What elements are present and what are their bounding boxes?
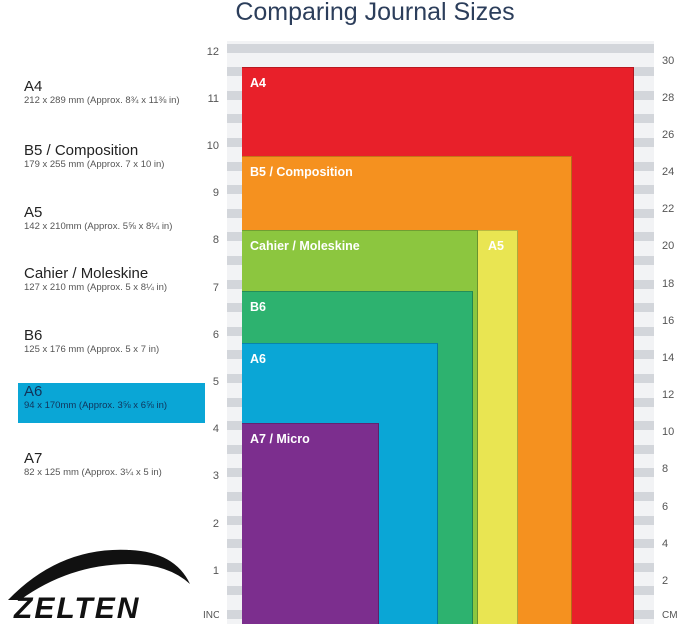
cm-tick-label: 28 xyxy=(662,91,675,104)
legend-item-b6: B6 125 x 176 mm (Approx. 5 x 7 in) xyxy=(18,327,205,367)
legend-item-a5: A5 142 x 210mm (Approx. 5⅝ x 8¼ in) xyxy=(18,204,205,244)
inch-tick-label: 8 xyxy=(212,234,219,247)
inch-tick-label: 9 xyxy=(212,187,219,200)
ruler-stripe xyxy=(227,43,654,53)
cm-tick-label: 22 xyxy=(662,203,675,216)
inch-tick-label: 2 xyxy=(212,517,219,530)
cm-tick-label: 8 xyxy=(662,463,669,476)
inch-unit-label: INCHES xyxy=(203,610,219,621)
cm-unit-label: CM xyxy=(662,610,678,621)
inch-tick-label: 3 xyxy=(212,470,219,483)
legend-item-a4: A4 212 x 289 mm (Approx. 8¾ x 11⅜ in) xyxy=(18,78,205,118)
inch-tick-label: 11 xyxy=(207,92,219,105)
legend-item-dimensions: 125 x 176 mm (Approx. 5 x 7 in) xyxy=(24,344,160,355)
legend-item-name: A7 xyxy=(24,450,43,467)
legend-item-dimensions: 179 x 255 mm (Approx. 7 x 10 in) xyxy=(24,159,165,170)
inch-tick-label: 1 xyxy=(212,564,219,577)
legend-item-name: A6 xyxy=(24,383,43,400)
cm-tick-label: 10 xyxy=(662,426,675,439)
legend-item-b5-composition: B5 / Composition 179 x 255 mm (Approx. 7 … xyxy=(18,142,205,182)
legend-item-dimensions: 142 x 210mm (Approx. 5⅝ x 8¼ in) xyxy=(24,221,173,232)
cm-tick-label: 24 xyxy=(662,166,675,179)
legend-item-dimensions: 212 x 289 mm (Approx. 8¾ x 11⅜ in) xyxy=(24,95,180,106)
size-rect-label: A5 xyxy=(488,238,504,253)
legend-item-a7: A7 82 x 125 mm (Approx. 3¼ x 5 in) xyxy=(18,450,205,490)
cm-tick-label: 26 xyxy=(662,128,675,141)
size-rect-label: B6 xyxy=(250,299,266,314)
cm-tick-label: 2 xyxy=(662,574,669,587)
cm-tick-label: 14 xyxy=(662,351,675,364)
size-rect-label: A4 xyxy=(250,75,266,90)
size-legend: A4 212 x 289 mm (Approx. 8¾ x 11⅜ in) B5 /… xyxy=(0,0,205,624)
inch-tick-label: 10 xyxy=(206,140,219,152)
inch-tick-label: 4 xyxy=(212,423,219,436)
legend-item-dimensions: 127 x 210 mm (Approx. 5 x 8¼ in) xyxy=(24,282,168,293)
legend-item-a6: A6 94 x 170mm (Approx. 3⅝ x 6⅝ in) xyxy=(18,383,205,423)
legend-item-name: Cahier / Moleskine xyxy=(24,265,149,282)
legend-item-dimensions: 82 x 125 mm (Approx. 3¼ x 5 in) xyxy=(24,467,162,478)
legend-item-name: B6 xyxy=(24,327,43,344)
size-rect-label: A7 / Micro xyxy=(250,432,310,447)
legend-item-name: A4 xyxy=(24,78,43,95)
zelten-logo: ZELTEN xyxy=(8,549,190,624)
inch-tick-label: 6 xyxy=(212,328,219,341)
svg-text:ZELTEN: ZELTEN xyxy=(13,592,140,624)
size-rect-label: A6 xyxy=(250,351,266,366)
cm-tick-label: 6 xyxy=(662,500,669,513)
legend-item-cahier-moleskine: Cahier / Moleskine 127 x 210 mm (Approx. … xyxy=(18,265,205,305)
cm-tick-label: 4 xyxy=(662,537,669,550)
inch-tick-label: 7 xyxy=(212,281,219,294)
size-rect-a7-micro: A7 / Micro xyxy=(242,423,379,624)
inch-tick-label: 12 xyxy=(206,45,219,58)
cm-tick-label: 12 xyxy=(662,389,675,401)
legend-item-name: A5 xyxy=(24,204,43,221)
size-rect-label: B5 / Composition xyxy=(250,165,353,180)
size-rect-label: Cahier / Moleskine xyxy=(250,238,360,253)
cm-tick-label: 20 xyxy=(662,240,675,253)
legend-item-dimensions: 94 x 170mm (Approx. 3⅝ x 6⅝ in) xyxy=(24,400,168,411)
page-title: Comparing Journal Sizes xyxy=(235,0,515,26)
inch-tick-label: 5 xyxy=(212,376,219,388)
legend-item-name: B5 / Composition xyxy=(24,142,139,159)
cm-tick-label: 16 xyxy=(662,314,675,327)
cm-tick-label: 30 xyxy=(662,54,675,67)
cm-tick-label: 18 xyxy=(662,277,675,290)
